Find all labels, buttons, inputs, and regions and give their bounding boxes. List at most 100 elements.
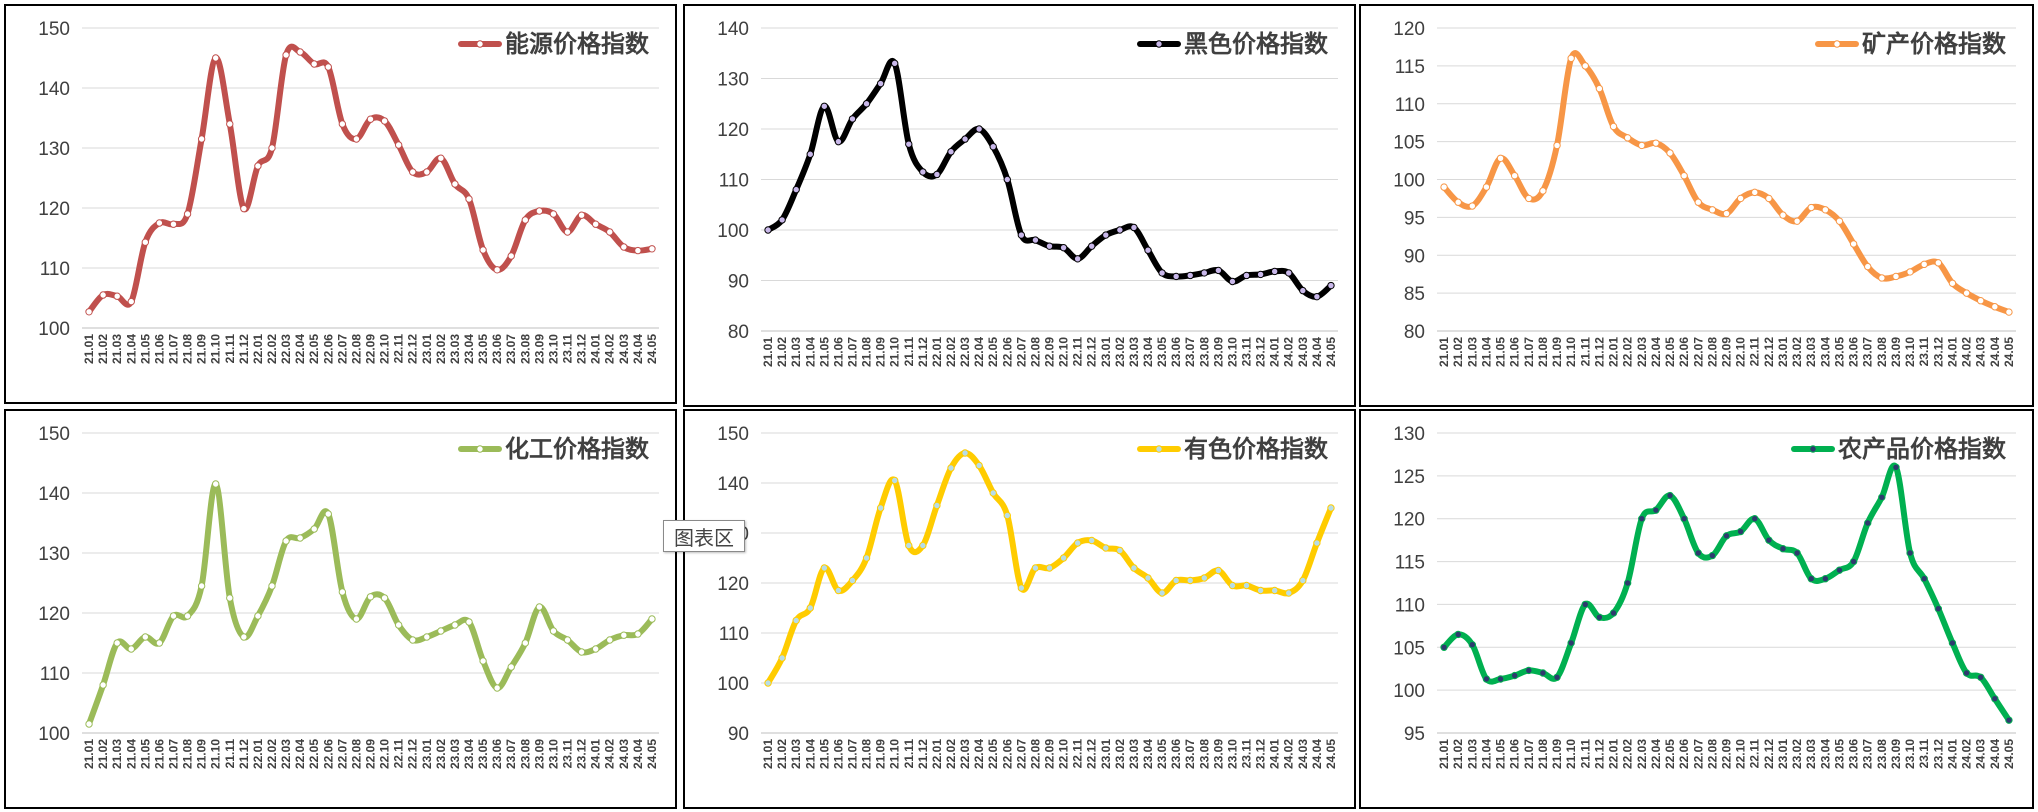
- data-point: [338, 588, 347, 596]
- x-tick-label: 22.06: [1677, 337, 1691, 367]
- x-tick-label: 23.11: [561, 334, 575, 364]
- data-point: [1567, 54, 1575, 62]
- x-tick-label: 21.06: [152, 334, 166, 364]
- series-line: [765, 58, 1334, 300]
- data-point: [1468, 641, 1477, 649]
- y-tick-label: 100: [38, 724, 70, 745]
- data-point: [905, 140, 913, 148]
- x-tick-label: 23.12: [1254, 739, 1268, 769]
- data-point: [1609, 122, 1618, 131]
- x-tick-label: 21.02: [96, 739, 110, 769]
- x-tick-label: 22.01: [930, 337, 944, 367]
- data-point: [1144, 246, 1152, 254]
- x-tick-label: 23.06: [1847, 337, 1861, 367]
- x-tick-label: 23.06: [1169, 739, 1183, 769]
- data-point: [1751, 515, 1759, 523]
- x-tick-label: 23.06: [490, 334, 504, 364]
- x-tick-label: 21.01: [1437, 337, 1451, 367]
- data-point: [1200, 269, 1209, 277]
- data-point: [1440, 183, 1448, 191]
- x-tick-label: 22.05: [307, 334, 321, 364]
- x-tick-label: 22.10: [378, 334, 392, 364]
- x-tick-label: 21.09: [1550, 337, 1564, 367]
- data-point: [2005, 716, 2013, 724]
- x-tick-label: 22.09: [1043, 337, 1057, 367]
- y-tick-label: 80: [728, 322, 749, 343]
- x-tick-label: 22.03: [958, 739, 972, 769]
- data-point: [905, 541, 913, 550]
- data-point: [310, 525, 318, 533]
- x-tick-label: 21.02: [775, 739, 789, 769]
- x-tick-label: 24.01: [1945, 739, 1959, 769]
- data-point: [99, 681, 107, 689]
- x-tick-label: 22.04: [972, 739, 986, 769]
- y-tick-label: 100: [38, 319, 70, 340]
- x-tick-label: 22.09: [364, 739, 378, 769]
- chart-panel-ferrous[interactable]: 80 90 100 110 120 130 140 21.01 21.02 21.03 21.04 2…: [683, 4, 1356, 407]
- data-point: [1496, 675, 1505, 683]
- x-tick-label: 22.11: [1071, 337, 1085, 367]
- y-tick-label: 95: [1404, 724, 1425, 745]
- data-point: [620, 631, 628, 639]
- data-point: [1186, 271, 1194, 280]
- data-point: [1920, 260, 1928, 269]
- x-tick-label: 21.05: [138, 739, 152, 769]
- x-tick-label: 22.08: [1705, 337, 1719, 367]
- y-tick-label: 115: [1395, 553, 1425, 574]
- x-tick-label: 22.07: [335, 739, 349, 769]
- data-point: [1299, 286, 1307, 295]
- y-tick-label: 140: [717, 19, 749, 40]
- x-tick-label: 24.03: [1296, 337, 1310, 367]
- data-point: [423, 168, 431, 176]
- x-tick-label: 24.04: [1988, 337, 2002, 367]
- data-point: [1539, 669, 1547, 677]
- y-tick-label: 115: [1395, 57, 1425, 78]
- data-point: [1934, 605, 1943, 613]
- data-point: [1878, 493, 1886, 501]
- data-point: [535, 207, 544, 215]
- x-tick-label: 21.05: [817, 337, 831, 367]
- data-point: [1920, 575, 1928, 583]
- x-tick-label: 22.05: [986, 739, 1000, 769]
- data-point: [113, 292, 121, 300]
- data-point: [1299, 576, 1307, 585]
- chart-panel-nonferrous[interactable]: 9010011012013014015021.0121.0221.0321.04…: [683, 409, 1356, 809]
- x-tick-label: 22.05: [307, 739, 321, 769]
- x-tick-label: 23.12: [575, 739, 589, 769]
- x-tick-label: 21.07: [845, 739, 859, 769]
- chart-panel-minerals[interactable]: 80 85 90 95 100 105 110 115 120 21.01 21.02 21.03 21…: [1359, 4, 2034, 407]
- data-point: [1976, 297, 1985, 305]
- x-tick-label: 23.03: [1804, 739, 1818, 769]
- data-point: [1666, 149, 1674, 157]
- data-point: [1440, 643, 1448, 651]
- data-point: [1045, 564, 1054, 572]
- data-point: [989, 142, 997, 151]
- series-line: [86, 480, 655, 727]
- data-point: [975, 125, 983, 133]
- x-tick-label: 24.03: [617, 334, 631, 364]
- data-point: [1821, 575, 1830, 583]
- y-tick-label: 100: [1393, 171, 1425, 192]
- x-tick-label: 22.05: [1663, 337, 1677, 367]
- x-tick-label: 21.08: [181, 739, 195, 769]
- chart-panel-chemical[interactable]: 100 110 120 130 140 150 21.01 21.02 21.03 21.04 21…: [4, 409, 677, 809]
- chart-panel-energy[interactable]: 100 110 120 130 140 150 21.01 21.02 21.03 21.04 21…: [4, 4, 677, 404]
- x-tick-label: 21.05: [138, 334, 152, 364]
- data-point: [1765, 194, 1773, 203]
- x-tick-label: 23.08: [518, 739, 532, 769]
- data-point: [1793, 549, 1801, 557]
- data-point: [1581, 600, 1589, 609]
- legend-label: 有色价格指数: [1184, 435, 1329, 463]
- data-point: [409, 168, 417, 176]
- y-tick-label: 140: [38, 484, 70, 505]
- x-tick-label: 21.03: [1465, 739, 1479, 769]
- chart-panel-agricultural[interactable]: 95 100 105 110 115 120 125 130 21.01 21.02 21.03 21…: [1359, 409, 2034, 809]
- x-tick-label: 24.04: [631, 334, 645, 364]
- x-tick-label: 24.05: [645, 334, 659, 364]
- data-point: [1242, 271, 1251, 280]
- x-tick-label: 21.04: [803, 739, 817, 769]
- x-tick-label: 23.05: [1832, 739, 1846, 769]
- data-point: [85, 720, 93, 728]
